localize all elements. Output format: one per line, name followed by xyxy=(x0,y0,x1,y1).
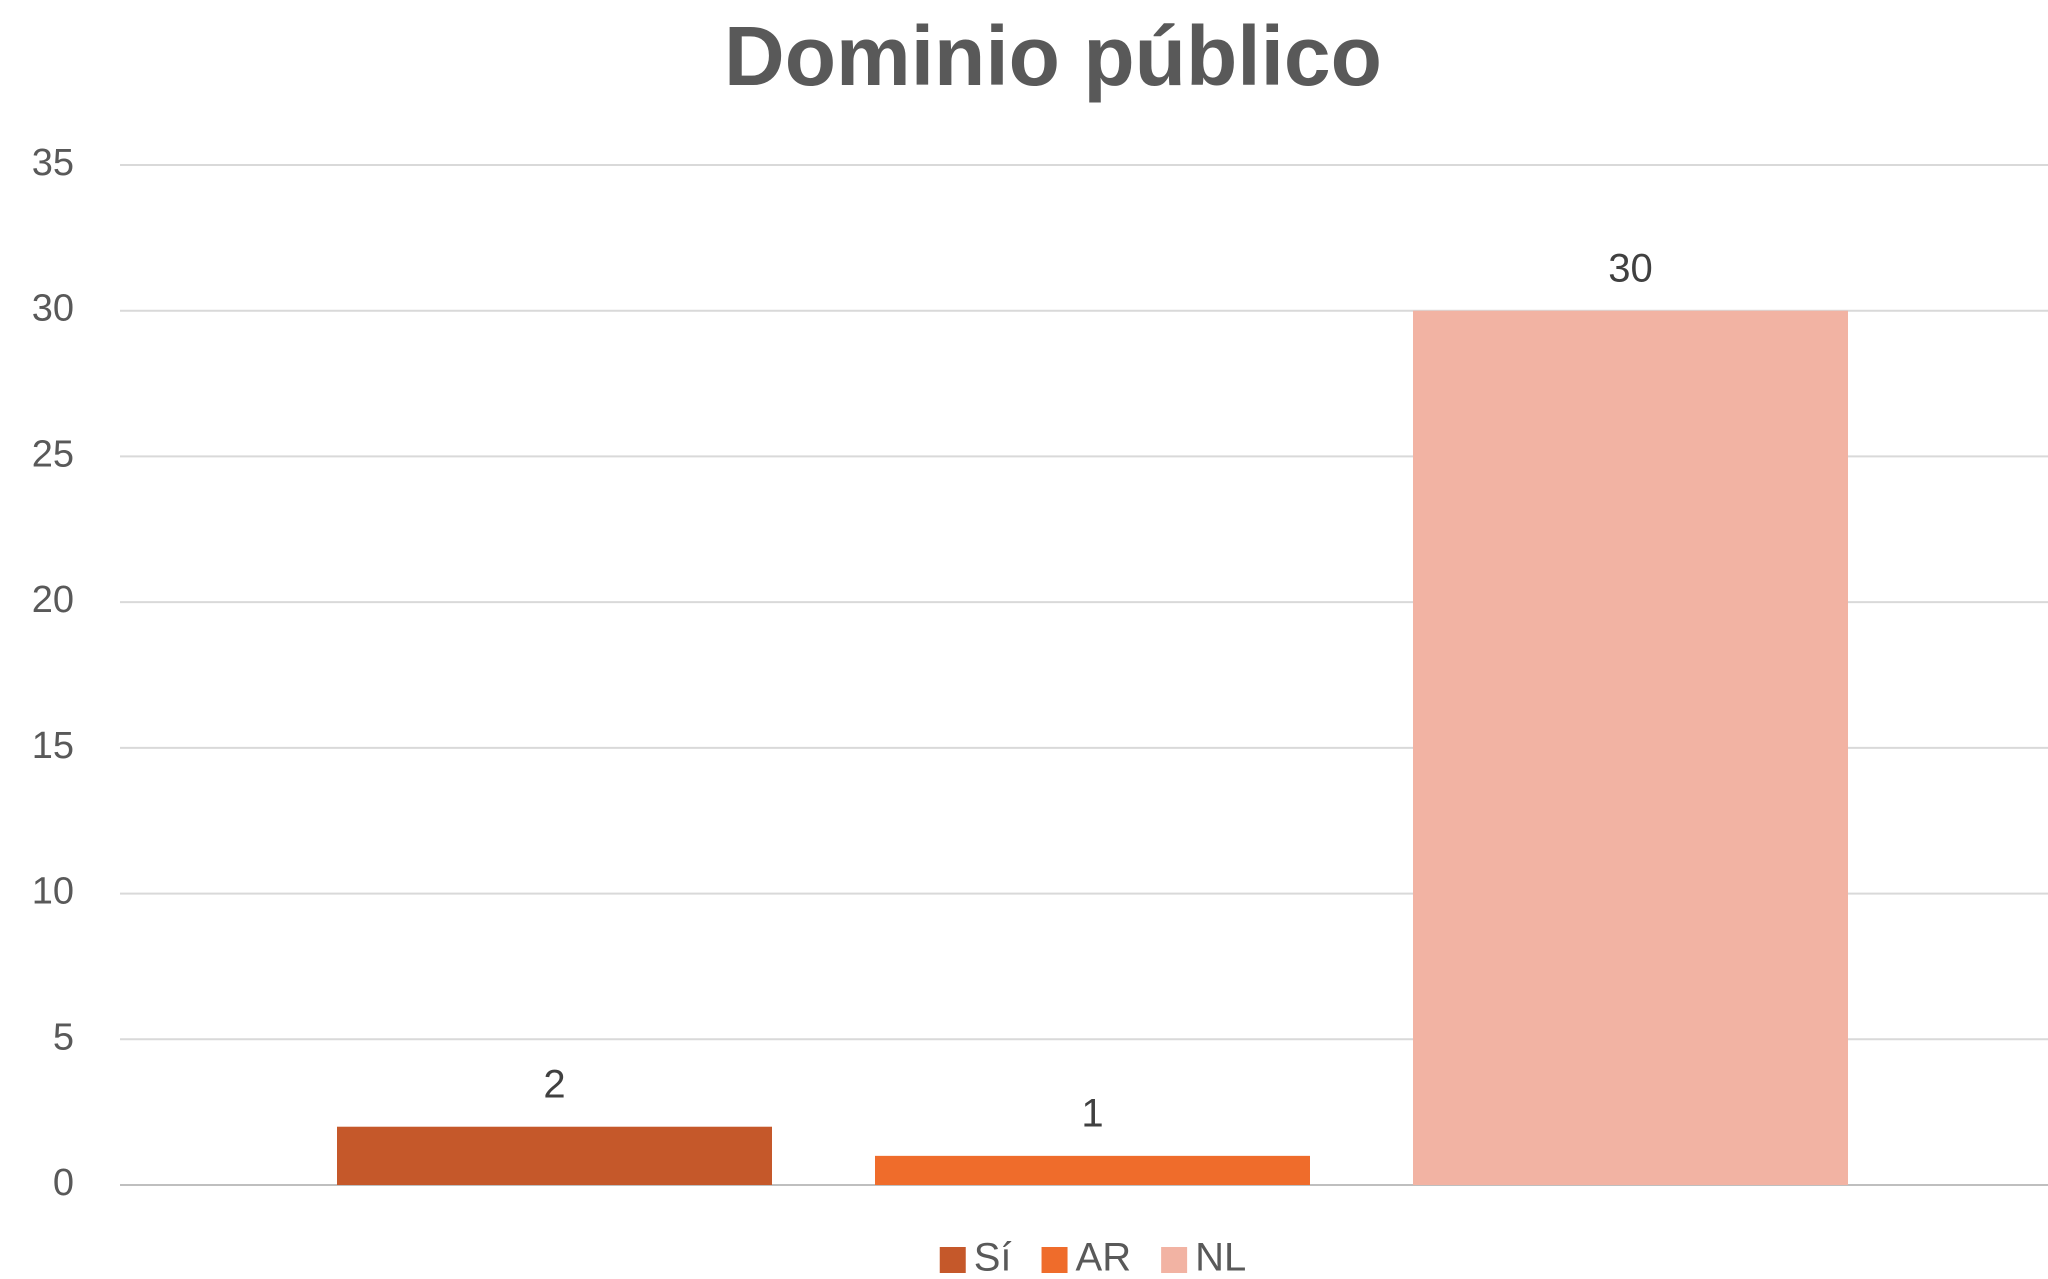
y-tick-label: 0 xyxy=(53,1162,74,1204)
bar xyxy=(875,1155,1310,1185)
legend-swatch xyxy=(939,1247,966,1273)
legend-swatch xyxy=(1041,1247,1068,1273)
bar xyxy=(337,1126,772,1185)
chart-title: Dominio público xyxy=(724,9,1382,103)
legend-label: NL xyxy=(1195,1236,1246,1279)
legend-label: Sí xyxy=(974,1236,1012,1279)
data-label: 1 xyxy=(1081,1091,1103,1135)
legend-swatch xyxy=(1161,1247,1188,1273)
y-tick-label: 15 xyxy=(32,725,74,767)
y-tick-label: 30 xyxy=(32,288,74,330)
legend-label: AR xyxy=(1076,1236,1132,1279)
y-tick-label: 10 xyxy=(32,871,74,913)
y-tick-label: 20 xyxy=(32,579,74,621)
y-tick-label: 25 xyxy=(32,433,74,475)
data-label: 2 xyxy=(543,1062,565,1106)
y-tick-label: 5 xyxy=(53,1016,74,1058)
data-label: 30 xyxy=(1608,246,1653,290)
bar xyxy=(1413,310,1848,1185)
y-tick-label: 35 xyxy=(32,142,74,184)
